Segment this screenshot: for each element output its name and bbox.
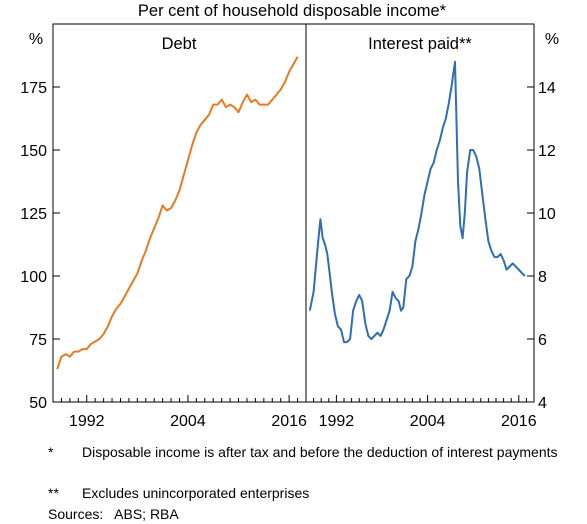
debt-panel-title: Debt	[162, 35, 197, 53]
footnote-1-mark: *	[48, 444, 54, 460]
interest-y-tick-label: 14	[538, 80, 556, 97]
interest-y-tick-label: 6	[538, 332, 547, 349]
debt-y-tick-label: 75	[29, 332, 47, 349]
sources-note: Sources: ABS; RBA	[48, 506, 179, 522]
debt-x-tick-label: 1992	[69, 413, 105, 430]
interest-y-tick-label: 10	[538, 206, 556, 223]
debt-y-tick-label: 150	[20, 143, 47, 160]
interest-series-line	[308, 60, 526, 344]
interest-y-tick-label: 4	[538, 395, 547, 412]
interest-panel-title: Interest paid**	[368, 35, 472, 53]
debt-x-tick-label: 2004	[170, 413, 206, 430]
debt-y-tick-label: 175	[20, 80, 47, 97]
debt-y-tick-label: 50	[29, 395, 47, 412]
interest-y-tick-label: 8	[538, 269, 547, 286]
plot-frame	[52, 23, 535, 403]
debt-y-tick-label: 100	[20, 269, 47, 286]
interest-x-tick-label: 2004	[410, 413, 446, 430]
interest-x-tick-label: 1992	[319, 413, 355, 430]
left-unit-label: %	[29, 31, 43, 48]
debt-x-tick-label: 2016	[271, 413, 307, 430]
interest-y-tick-label: 12	[538, 143, 556, 160]
interest-x-tick-label: 2016	[501, 413, 537, 430]
right-unit-label: %	[545, 31, 559, 48]
chart: Per cent of household disposable income*…	[20, 2, 559, 430]
chart-title: Per cent of household disposable income*	[138, 2, 447, 20]
footnote-2-mark: **	[48, 485, 59, 501]
footnote-1-text: Disposable income is after tax and befor…	[82, 444, 558, 460]
footnote-2-text: Excludes unincorporated enterprises	[82, 485, 310, 501]
debt-y-tick-label: 125	[20, 206, 47, 223]
debt-series-line	[56, 56, 299, 370]
